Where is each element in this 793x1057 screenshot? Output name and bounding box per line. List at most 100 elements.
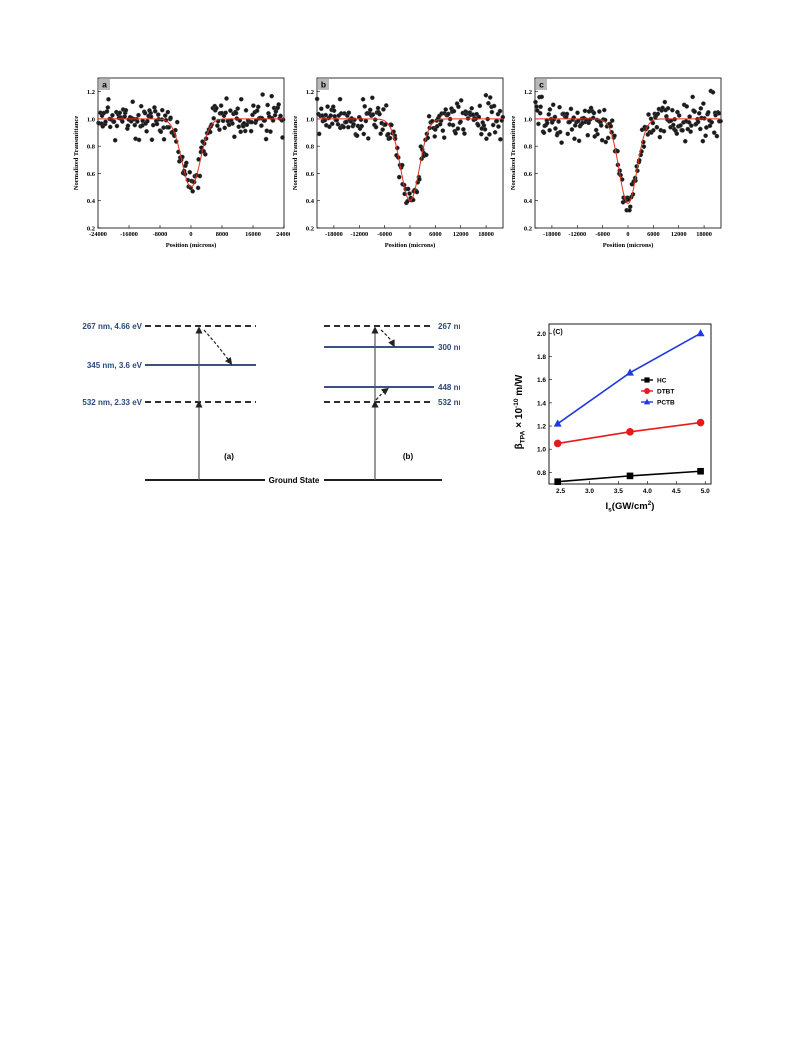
data-point — [330, 104, 336, 110]
data-point — [230, 121, 235, 126]
legend-marker — [644, 388, 650, 394]
data-point — [359, 123, 364, 129]
y-label-unit: m/W — [514, 374, 525, 398]
data-point — [130, 99, 135, 105]
panel-label: (C) — [553, 329, 563, 336]
data-point — [536, 121, 541, 127]
data-point — [646, 112, 651, 117]
y-tick-label: 0.8 — [524, 144, 533, 151]
data-point — [450, 122, 456, 128]
energy-level-label: 345 nm, 3.6 eV — [87, 361, 143, 370]
data-point — [626, 472, 634, 480]
y-tick-label: 2.0 — [537, 331, 546, 338]
data-point — [341, 124, 346, 130]
data-point — [626, 428, 634, 436]
data-point — [149, 137, 155, 143]
data-point — [585, 132, 591, 138]
data-point — [676, 113, 682, 118]
data-point — [541, 130, 547, 136]
data-point — [706, 110, 711, 115]
y-tick-label: 0.6 — [306, 171, 315, 178]
data-point — [490, 122, 496, 128]
series-hc — [554, 467, 704, 485]
x-tick-label: -8000 — [153, 231, 168, 238]
data-point — [337, 96, 343, 102]
data-point — [233, 110, 239, 116]
y-tick-label: 0.8 — [537, 470, 546, 477]
data-point — [537, 110, 543, 116]
y-tick-label: 1.4 — [537, 400, 546, 407]
data-point — [276, 102, 281, 107]
data-point — [559, 140, 564, 145]
data-point — [432, 134, 438, 139]
data-point — [159, 107, 165, 113]
data-point — [385, 131, 391, 137]
data-point — [424, 152, 429, 158]
data-point — [268, 129, 273, 134]
y-tick-label: 0.8 — [87, 144, 96, 151]
data-point — [443, 107, 448, 112]
data-point — [458, 119, 463, 125]
fit-curve — [535, 118, 721, 204]
data-point — [481, 123, 487, 128]
data-points — [96, 92, 286, 194]
data-point — [688, 123, 694, 128]
data-point — [603, 139, 609, 145]
x-axis-label: Position (microns) — [603, 242, 654, 249]
panel-letter: b — [321, 80, 326, 90]
data-point — [354, 133, 360, 138]
data-point — [327, 124, 332, 130]
data-point — [112, 137, 118, 143]
data-point — [553, 126, 558, 131]
y-tick-label: 0.2 — [87, 226, 95, 233]
x-tick-label: 16000 — [245, 231, 261, 238]
data-point — [161, 137, 167, 142]
x-tick-label: 6000 — [647, 231, 660, 238]
data-point — [360, 96, 366, 102]
data-point — [263, 136, 269, 142]
data-point — [314, 96, 320, 102]
x-label-sub: s — [608, 507, 612, 514]
x-tick-label: 0 — [626, 231, 629, 238]
zscan-panel-a: 0.2 0.4 0.6 0.8 1.0 1.2 -24000 -16000 -8000 0 8000… — [73, 77, 290, 249]
x-axis-label: Position (microns) — [385, 242, 436, 249]
fit-curve — [98, 118, 284, 188]
data-point — [682, 138, 688, 144]
x-tick-label: -12000 — [568, 231, 586, 238]
data-point — [469, 106, 475, 111]
data-point — [117, 110, 123, 116]
y-tick-label: 0.8 — [306, 144, 315, 151]
data-point — [564, 111, 570, 117]
x-tick-label: 0 — [408, 231, 411, 238]
fit-curve — [317, 118, 503, 202]
y-label-sub: TPA — [520, 430, 527, 443]
data-point — [556, 119, 561, 124]
data-point — [236, 124, 242, 130]
x-tick-label: -24000 — [89, 231, 107, 238]
data-point — [553, 439, 562, 448]
data-point — [557, 129, 563, 135]
data-point — [483, 92, 489, 98]
zscan-panel-b: 0.2 0.4 0.6 0.8 1.0 1.2 -18000 -12000 -6000 0 6000… — [292, 77, 506, 249]
y-tick-label: 1.0 — [537, 447, 546, 454]
data-point — [107, 124, 113, 130]
data-point — [242, 128, 248, 134]
data-point — [657, 134, 663, 140]
panel-badge — [99, 79, 110, 90]
data-point — [265, 102, 270, 108]
y-tick-label: 1.2 — [306, 89, 314, 96]
data-point — [278, 113, 283, 119]
x-tick-label: 18000 — [696, 231, 712, 238]
data-point — [405, 186, 411, 192]
data-point — [662, 99, 668, 105]
data-point — [660, 105, 665, 111]
data-point — [378, 131, 383, 136]
data-point — [602, 107, 607, 113]
y-tick-label: 0.6 — [524, 171, 533, 178]
data-point — [684, 104, 690, 109]
y-tick-label: 1.0 — [524, 116, 532, 123]
data-point — [441, 135, 447, 140]
data-point — [547, 107, 553, 112]
relaxation-arrow — [375, 387, 389, 401]
data-point — [152, 108, 158, 114]
